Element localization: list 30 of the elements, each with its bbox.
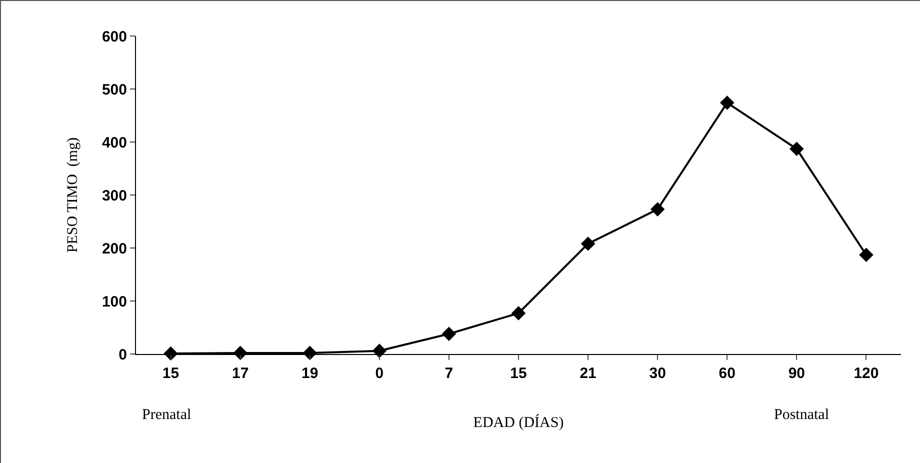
x-tick-label: 15 <box>162 365 180 382</box>
y-tick-label: 0 <box>118 346 127 364</box>
point <box>580 236 596 251</box>
x-tick-label: 7 <box>444 365 454 382</box>
y-axis-title: PESO TIMO (mg) <box>65 137 82 253</box>
y-tick-label: 100 <box>102 293 127 310</box>
y-tick-label: 600 <box>102 28 127 46</box>
text: Postnatal <box>774 407 829 423</box>
x-tick-label: 21 <box>580 365 596 382</box>
point <box>372 344 387 358</box>
y-tick-label: 400 <box>102 134 127 152</box>
y-tick-label: 200 <box>102 240 127 258</box>
point <box>511 306 526 320</box>
y-tick-label: 300 <box>102 187 127 204</box>
x-tick-label: 120 <box>854 365 879 382</box>
point <box>650 202 665 216</box>
x-tick-label: 15 <box>510 365 527 382</box>
point <box>442 326 456 342</box>
x-tick-label: 30 <box>649 365 666 382</box>
y-tick-label: 500 <box>102 81 127 98</box>
x-axis-title: EDAD (DÍAS) <box>473 414 564 431</box>
x-tick-label: 90 <box>788 365 806 382</box>
x-tick-label: 0 <box>375 365 384 382</box>
point <box>720 96 734 110</box>
x-tick-label: 19 <box>302 365 318 382</box>
point <box>859 248 874 262</box>
x-tick-label: 17 <box>232 365 249 382</box>
point <box>790 142 804 156</box>
text: Prenatal <box>142 407 192 423</box>
x-tick-label: 60 <box>718 365 736 382</box>
